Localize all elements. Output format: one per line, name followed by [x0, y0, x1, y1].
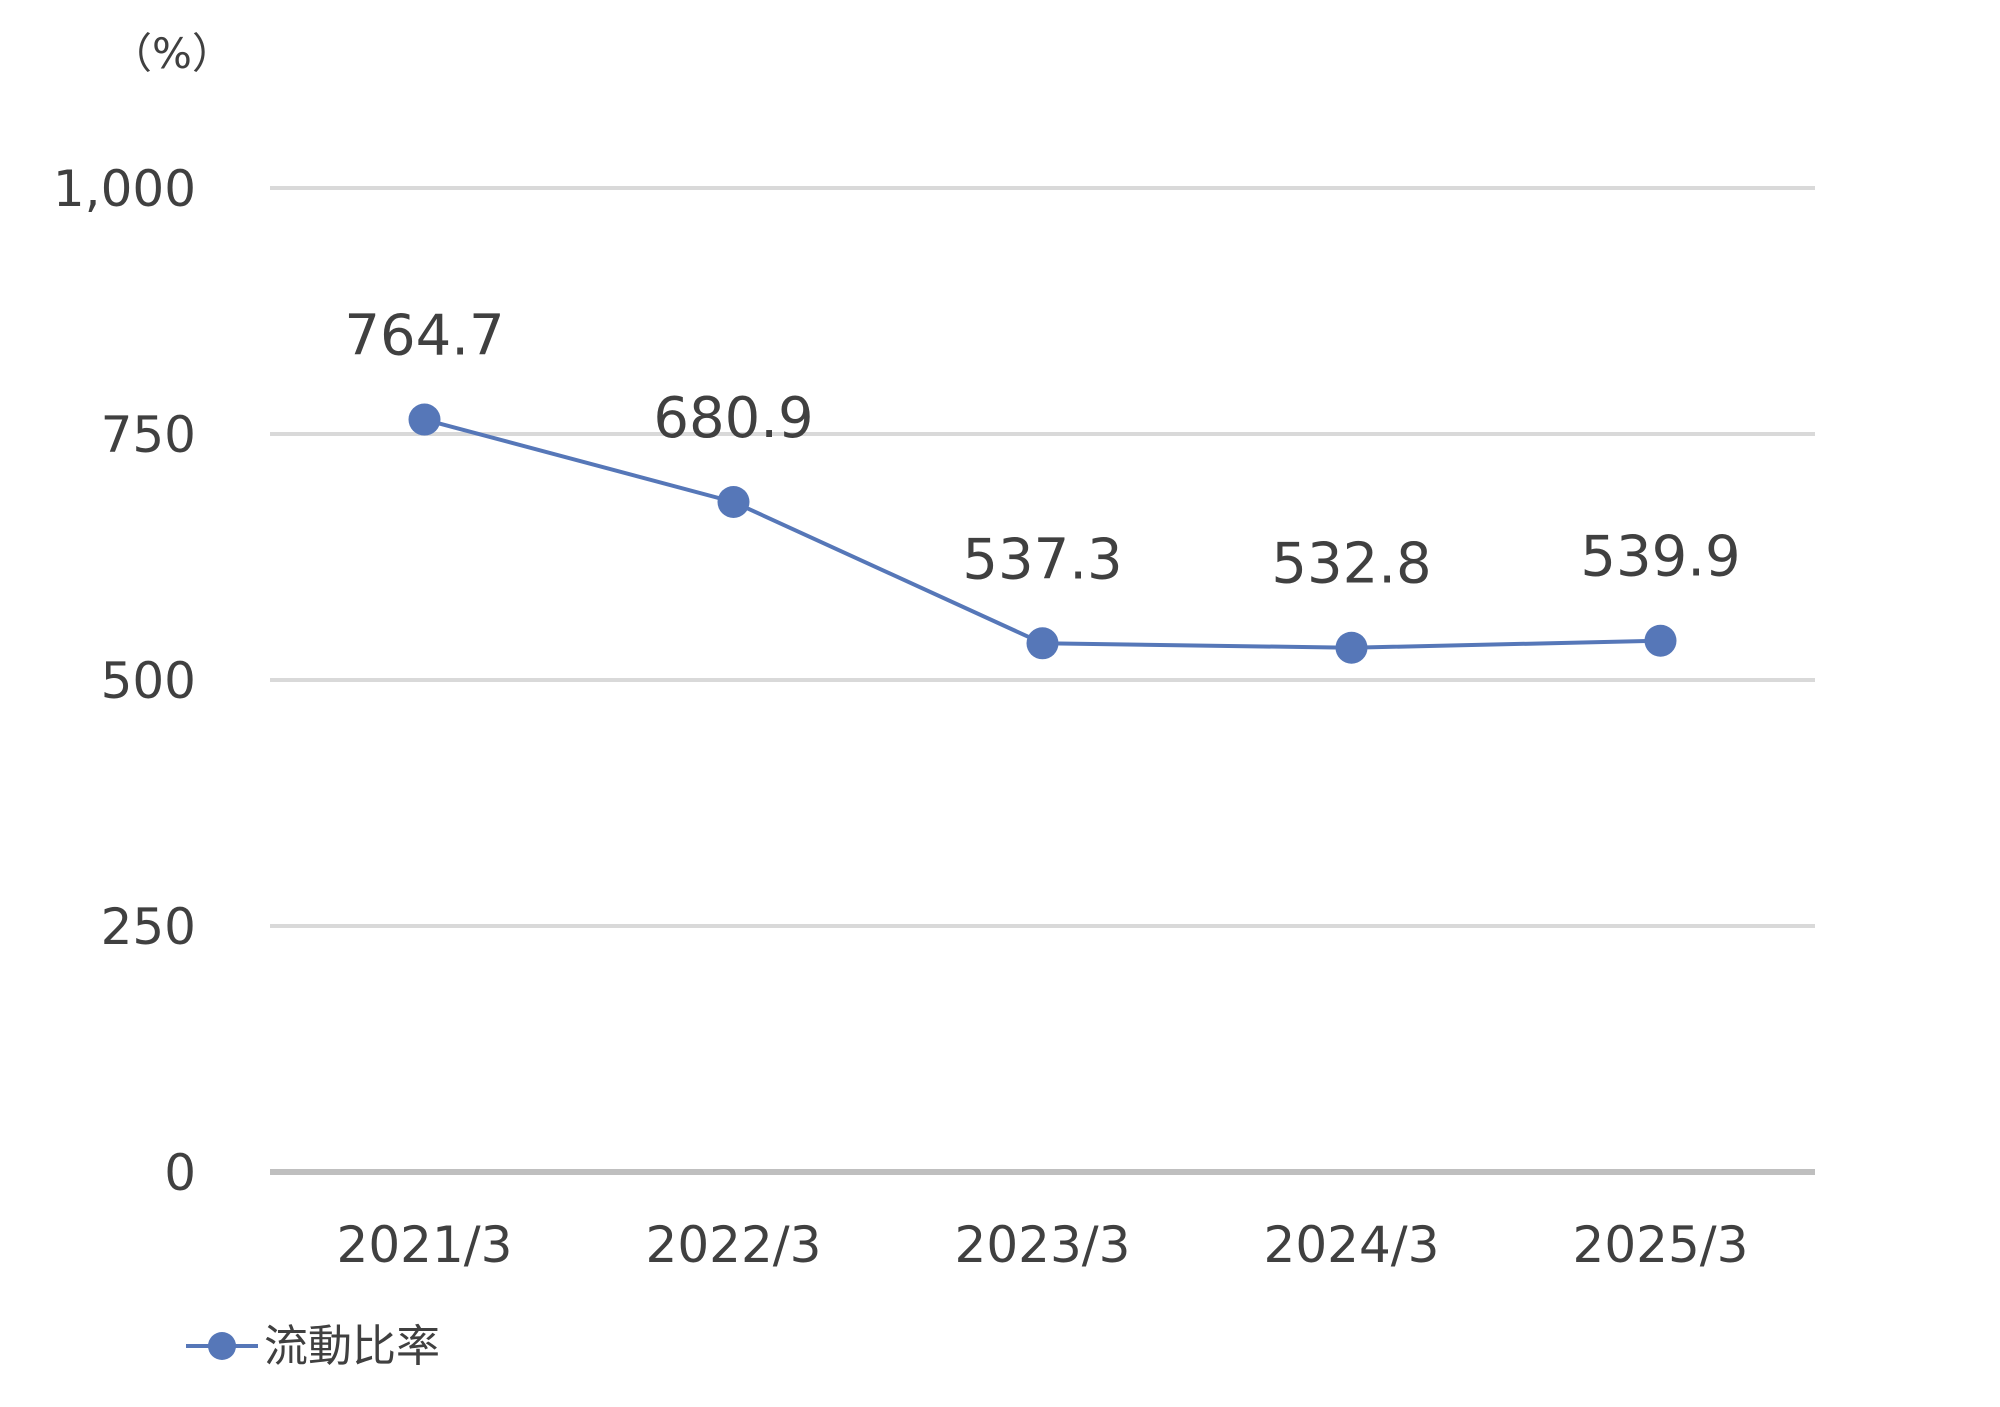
data-point: [1644, 624, 1677, 657]
x-axis-ticks: 2021/3 2022/3 2023/3 2024/3 2025/3: [337, 1216, 1749, 1274]
x-tick-label: 2024/3: [1264, 1216, 1440, 1274]
data-point: [408, 403, 441, 436]
y-tick-label: 0: [164, 1144, 196, 1202]
data-label: 532.8: [1271, 532, 1431, 597]
y-tick-label: 500: [101, 652, 196, 710]
data-label: 537.3: [962, 527, 1122, 592]
series-current-ratio: [408, 403, 1677, 664]
legend: 流動比率: [186, 1321, 440, 1372]
y-tick-label: 750: [101, 406, 196, 464]
data-label: 764.7: [344, 304, 504, 369]
x-tick-label: 2021/3: [337, 1216, 513, 1274]
x-tick-label: 2025/3: [1573, 1216, 1749, 1274]
data-label: 539.9: [1580, 525, 1740, 590]
data-labels: 764.7 680.9 537.3 532.8 539.9: [344, 304, 1740, 597]
gridlines: [270, 186, 1815, 1175]
y-axis-ticks: 0 250 500 750 1,000: [53, 160, 196, 1202]
legend-dot-marker: [208, 1332, 236, 1360]
x-tick-label: 2022/3: [646, 1216, 822, 1274]
data-point: [717, 485, 750, 518]
y-tick-label: 250: [101, 898, 196, 956]
data-label: 680.9: [653, 386, 813, 451]
y-tick-label: 1,000: [53, 160, 196, 218]
x-tick-label: 2023/3: [955, 1216, 1131, 1274]
legend-label-current-ratio: 流動比率: [264, 1321, 440, 1372]
data-point: [1026, 627, 1059, 660]
data-point: [1335, 631, 1368, 664]
y-axis-unit-label: （%）: [110, 29, 234, 78]
